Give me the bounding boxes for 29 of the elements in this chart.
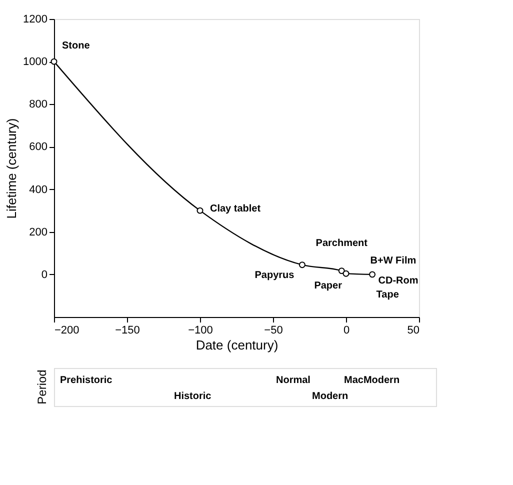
text: Modern (312, 391, 348, 402)
annotation: Papyrus (254, 270, 295, 281)
x-tick-label: −50 (264, 324, 283, 336)
annotation: B+W Film (370, 255, 416, 266)
y-tick-label: 800 (29, 98, 48, 111)
x-tick-label: −100 (188, 324, 213, 336)
annotation: Clay tablet (210, 204, 262, 215)
annotation: Parchment (316, 238, 368, 249)
text: Period (35, 370, 49, 404)
y-tick-label: 0 (41, 268, 48, 281)
y-tick-label: 200 (29, 226, 48, 238)
annotation: CD-Rom (378, 275, 418, 286)
x-tick-label: −200 (54, 324, 80, 336)
y-tick-label: 1200 (23, 14, 48, 26)
x-axis-title: Date (century) (196, 338, 278, 352)
text: Historic (174, 391, 212, 402)
y-axis-title: Lifetime (century) (4, 118, 20, 219)
y-tick-label: 600 (29, 141, 48, 154)
annotation: Stone (62, 40, 90, 52)
annotation: Tape (376, 289, 400, 300)
text: MacModern (344, 375, 400, 386)
x-tick-label: 0 (343, 324, 350, 336)
annotation: Paper (314, 280, 342, 292)
x-tick-label: 50 (407, 324, 420, 336)
x-tick-label: −150 (115, 324, 140, 336)
text: Normal (276, 375, 311, 386)
text: Prehistoric (60, 375, 113, 386)
y-tick-label: 1000 (23, 56, 48, 68)
y-tick-label: 400 (29, 184, 48, 196)
